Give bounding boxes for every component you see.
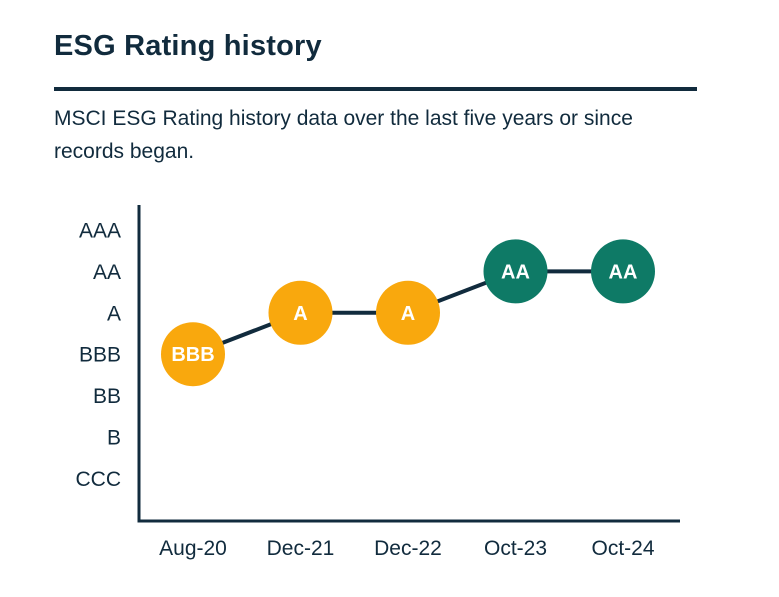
y-axis-label: BB — [93, 385, 121, 408]
x-axis-label: Oct-24 — [591, 537, 654, 560]
rating-point-label: BBB — [171, 344, 214, 366]
esg-rating-chart: AAA AA A BBB BB B CCC Aug-20 Dec-21 Dec-22 Oct-23 O… — [0, 180, 779, 597]
rating-point-circle — [483, 239, 548, 304]
y-axis-label: AAA — [79, 220, 121, 243]
rating-point-label: A — [293, 303, 307, 325]
page-subtitle: MSCI ESG Rating history data over the la… — [54, 107, 633, 163]
rating-point-label: AA — [609, 261, 638, 283]
y-axis-label: AA — [93, 261, 121, 284]
rating-point-circle — [591, 239, 655, 304]
x-axis-label: Oct-23 — [484, 537, 547, 560]
x-axis-label: Aug-20 — [159, 537, 227, 560]
chart-header: ESG Rating history MSCI ESG Rating histo… — [0, 0, 779, 168]
y-axis-label: CCC — [76, 468, 122, 491]
y-axis-label: A — [107, 302, 121, 325]
axis-spines — [137, 205, 680, 523]
y-axis-label: B — [107, 427, 121, 450]
x-axis-label: Dec-21 — [267, 537, 335, 560]
x-axis-label: Dec-22 — [374, 537, 442, 560]
rating-point-label: AA — [501, 261, 530, 283]
title-divider — [54, 87, 697, 91]
rating-point-circle — [268, 280, 333, 345]
rating-point-circle — [161, 322, 225, 387]
rating-point-label: A — [401, 303, 415, 325]
rating-point-circle — [376, 280, 440, 345]
y-axis-label: BBB — [79, 344, 121, 367]
page-title: ESG Rating history — [54, 30, 322, 62]
